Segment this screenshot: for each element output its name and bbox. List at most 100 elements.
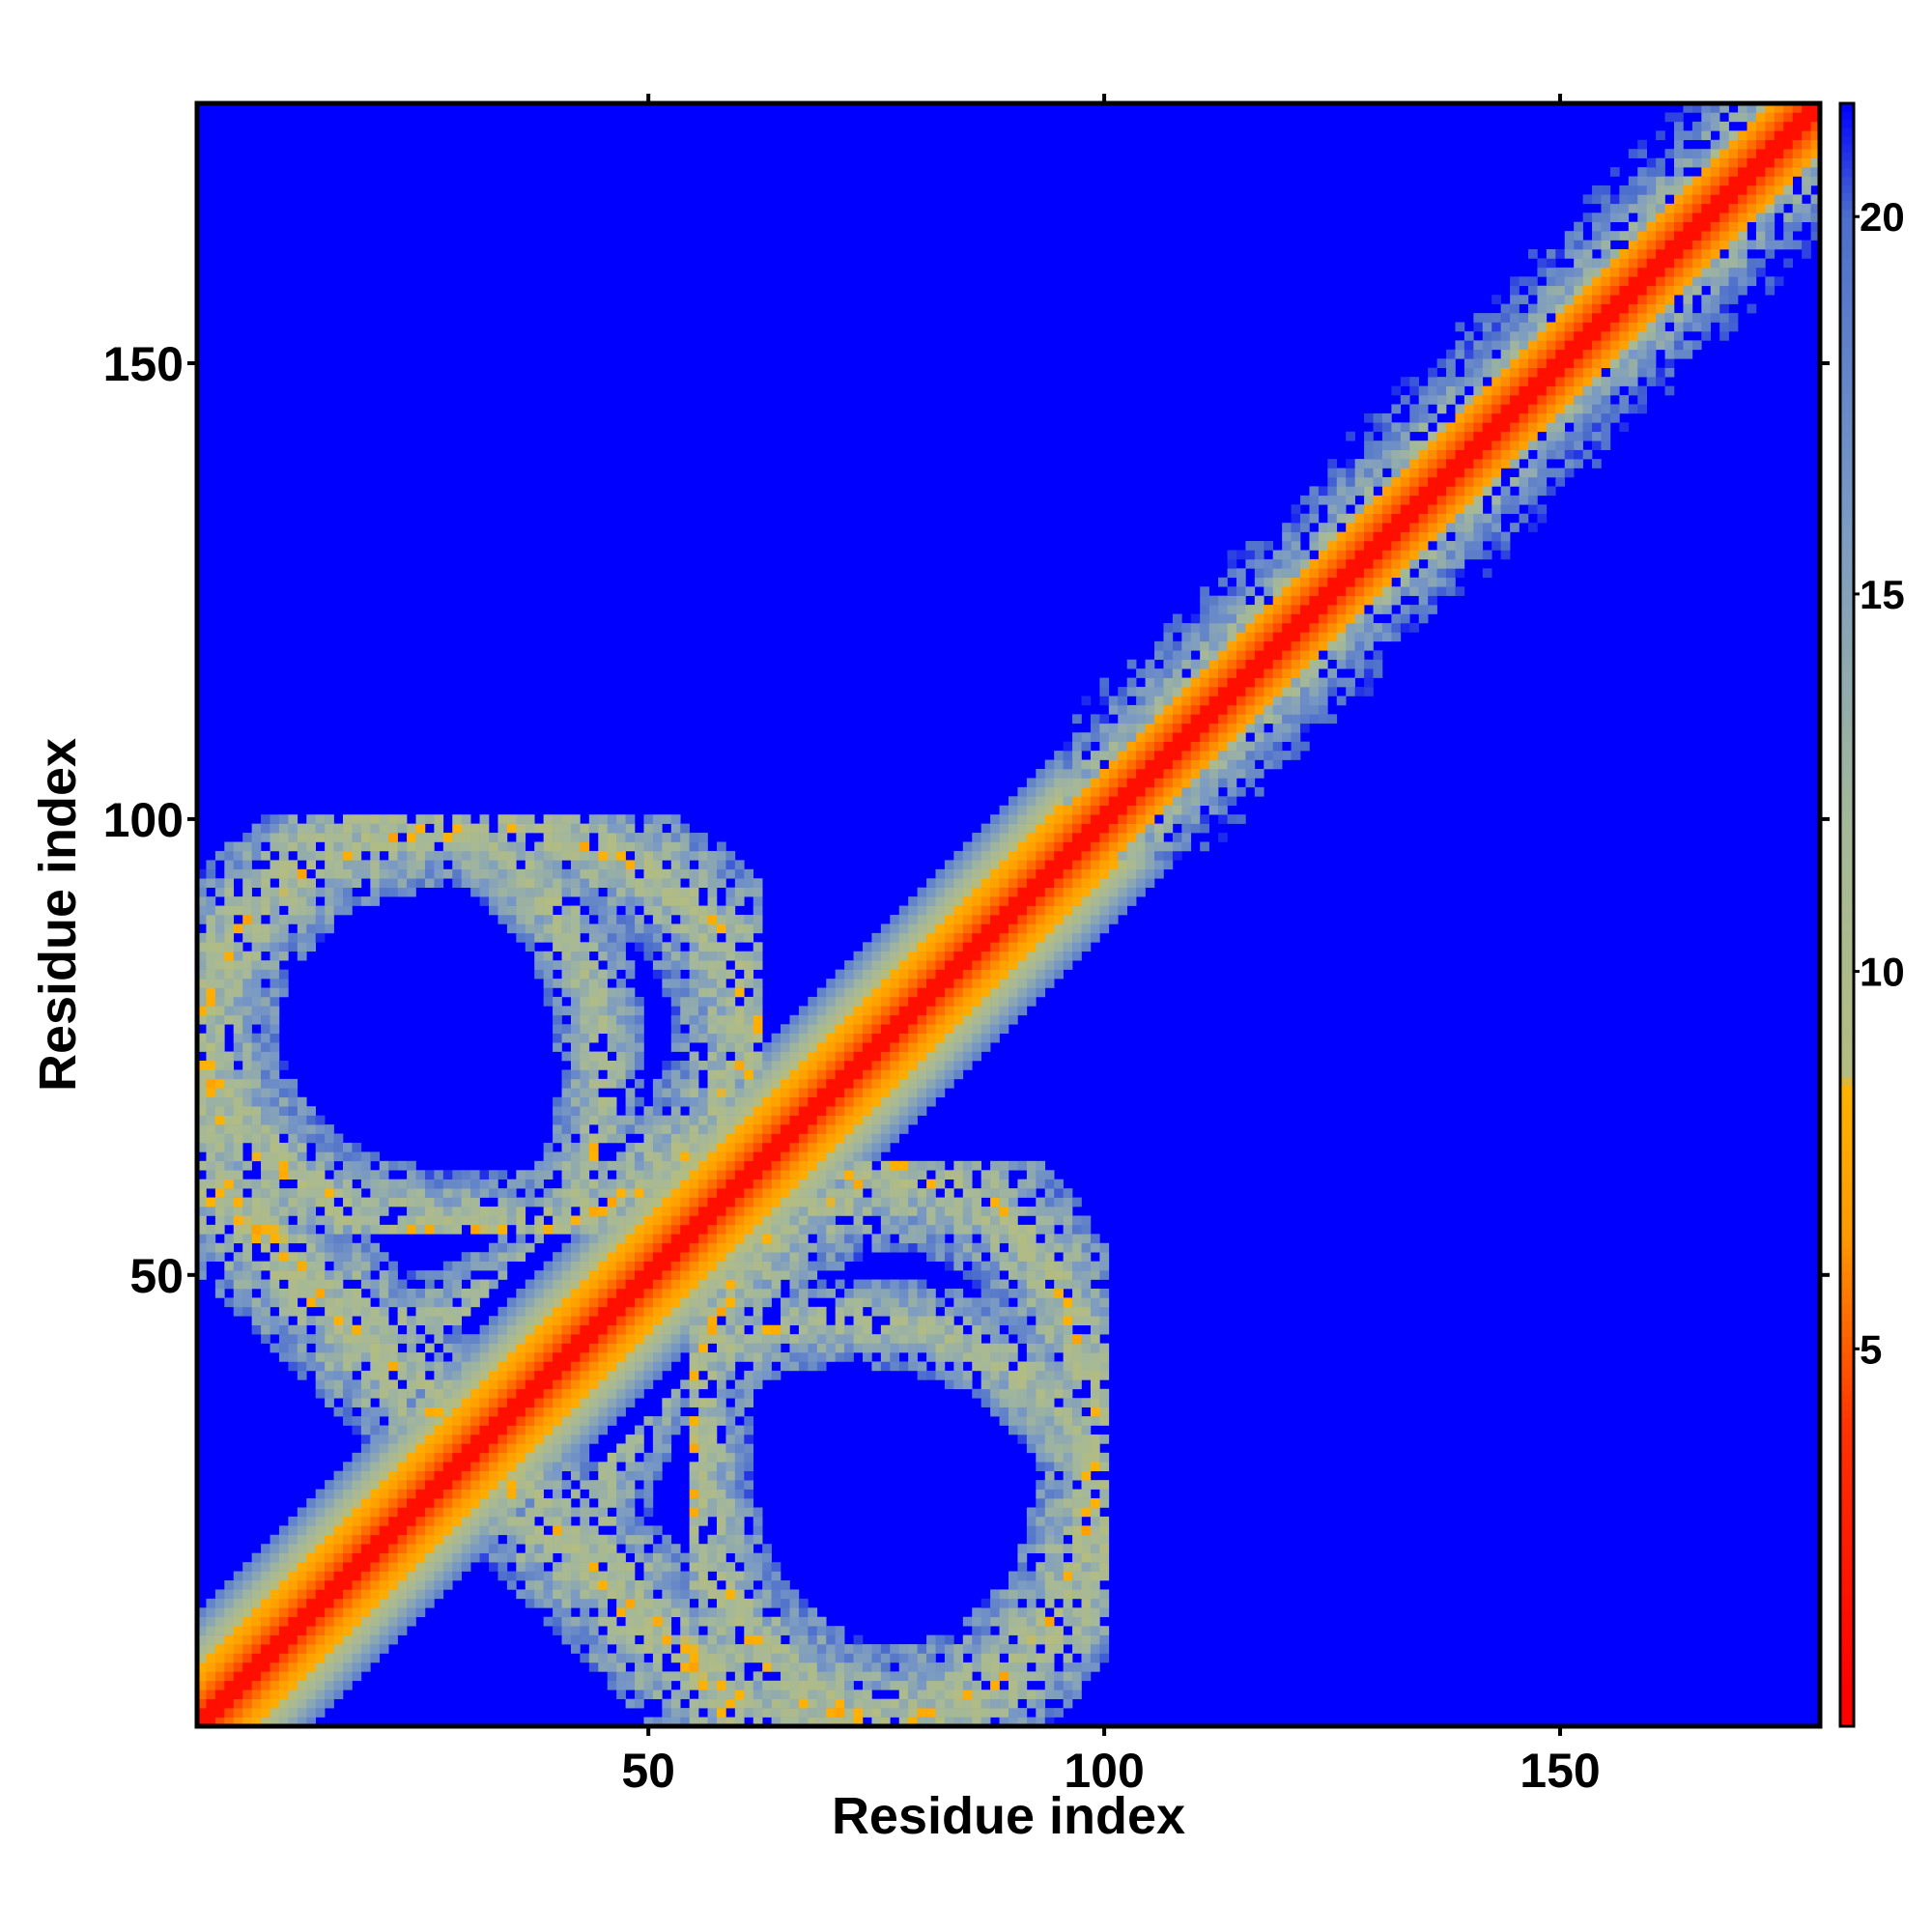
heatmap-cell bbox=[753, 905, 763, 916]
heatmap-cell bbox=[744, 1507, 754, 1518]
heatmap-cell bbox=[343, 1160, 353, 1171]
heatmap-cell bbox=[388, 1507, 398, 1518]
heatmap-cell bbox=[625, 1626, 636, 1635]
heatmap-cell bbox=[898, 987, 909, 998]
heatmap-cell bbox=[880, 1106, 891, 1116]
heatmap-cell bbox=[506, 1489, 517, 1499]
heatmap-cell bbox=[771, 1252, 781, 1262]
heatmap-cell bbox=[261, 1579, 270, 1590]
heatmap-cell bbox=[816, 1361, 827, 1372]
heatmap-cell bbox=[862, 1170, 872, 1180]
heatmap-cell bbox=[698, 1717, 708, 1727]
heatmap-cell bbox=[662, 1398, 672, 1407]
heatmap-cell bbox=[880, 1242, 891, 1253]
heatmap-cell bbox=[206, 878, 216, 888]
heatmap-cell bbox=[333, 1662, 344, 1672]
heatmap-cell bbox=[635, 887, 644, 897]
heatmap-cell bbox=[670, 1552, 681, 1563]
heatmap-cell bbox=[489, 1324, 498, 1335]
heatmap-cell bbox=[607, 1671, 617, 1682]
heatmap-cell bbox=[725, 1388, 736, 1399]
heatmap-cell bbox=[553, 1042, 562, 1052]
heatmap-cell bbox=[680, 1124, 690, 1134]
heatmap-cell bbox=[497, 868, 508, 879]
heatmap-cell bbox=[835, 1106, 845, 1116]
heatmap-cell bbox=[789, 1234, 800, 1244]
heatmap-cell bbox=[506, 1306, 517, 1317]
heatmap-cell bbox=[635, 1006, 644, 1016]
heatmap-cell bbox=[543, 850, 554, 861]
heatmap-cell bbox=[744, 1316, 754, 1326]
heatmap-cell bbox=[580, 1033, 590, 1043]
heatmap-cell bbox=[214, 1014, 225, 1025]
heatmap-cell bbox=[643, 1634, 654, 1645]
heatmap-cell bbox=[251, 1306, 262, 1317]
heatmap-cell bbox=[598, 923, 609, 934]
heatmap-cell bbox=[297, 1653, 307, 1663]
heatmap-cell bbox=[224, 896, 235, 906]
heatmap-cell bbox=[489, 1452, 498, 1463]
heatmap-cell bbox=[570, 878, 581, 888]
heatmap-cell bbox=[352, 1142, 362, 1152]
heatmap-cell bbox=[789, 1014, 800, 1025]
heatmap-cell bbox=[206, 1151, 216, 1162]
heatmap-cell bbox=[798, 1061, 809, 1070]
heatmap-cell bbox=[616, 1644, 626, 1654]
heatmap-cell bbox=[214, 1690, 225, 1699]
heatmap-cell bbox=[616, 1598, 626, 1608]
heatmap-cell bbox=[607, 1288, 617, 1298]
heatmap-cell bbox=[261, 1297, 270, 1308]
heatmap-cell bbox=[506, 1516, 517, 1526]
heatmap-cell bbox=[880, 1671, 891, 1682]
heatmap-cell bbox=[643, 1579, 654, 1590]
heatmap-cell bbox=[635, 1434, 644, 1444]
heatmap-cell bbox=[607, 1234, 617, 1244]
heatmap-cell bbox=[214, 1616, 225, 1627]
heatmap-cell bbox=[407, 823, 416, 834]
heatmap-cell bbox=[370, 1525, 381, 1536]
heatmap-cell bbox=[388, 1425, 398, 1435]
heatmap-cell bbox=[360, 1179, 371, 1189]
heatmap-cell bbox=[826, 1033, 836, 1043]
heatmap-cell bbox=[917, 1297, 927, 1308]
heatmap-cell bbox=[442, 850, 453, 861]
heatmap-cell bbox=[297, 833, 307, 842]
heatmap-cell bbox=[288, 1106, 298, 1116]
heatmap-cell bbox=[835, 1297, 845, 1308]
heatmap-cell bbox=[270, 932, 280, 943]
heatmap-cell bbox=[635, 1544, 644, 1553]
heatmap-cell bbox=[734, 1069, 745, 1080]
heatmap-cell bbox=[370, 814, 381, 824]
heatmap-cell bbox=[442, 1579, 453, 1590]
heatmap-cell bbox=[452, 868, 463, 879]
heatmap-cell bbox=[670, 1033, 681, 1043]
heatmap-cell bbox=[206, 1242, 216, 1253]
heatmap-cell bbox=[798, 1279, 809, 1290]
heatmap-cell bbox=[407, 860, 416, 870]
heatmap-cell bbox=[333, 1242, 344, 1253]
heatmap-cell bbox=[716, 1306, 726, 1317]
heatmap-cell bbox=[652, 960, 663, 970]
heatmap-cell bbox=[607, 915, 617, 924]
heatmap-cell bbox=[680, 841, 690, 852]
heatmap-cell bbox=[707, 1416, 718, 1426]
heatmap-cell bbox=[835, 1252, 845, 1262]
heatmap-cell bbox=[670, 1279, 681, 1290]
heatmap-cell bbox=[270, 1698, 280, 1709]
heatmap-cell bbox=[388, 1324, 398, 1335]
heatmap-cell bbox=[698, 1498, 708, 1508]
heatmap-cell bbox=[206, 1717, 216, 1727]
heatmap-cell bbox=[898, 1215, 909, 1226]
heatmap-cell bbox=[278, 1552, 289, 1563]
heatmap-cell bbox=[525, 1480, 535, 1490]
heatmap-cell bbox=[261, 1042, 270, 1052]
heatmap-cell bbox=[662, 868, 672, 879]
heatmap-cell bbox=[753, 1207, 763, 1216]
heatmap-cell bbox=[816, 1024, 827, 1034]
heatmap-cell bbox=[616, 960, 626, 970]
heatmap-cell bbox=[917, 1234, 927, 1244]
heatmap-cell bbox=[534, 1297, 544, 1308]
heatmap-cell bbox=[607, 1379, 617, 1390]
heatmap-cell bbox=[662, 987, 672, 998]
heatmap-cell bbox=[525, 1525, 535, 1536]
